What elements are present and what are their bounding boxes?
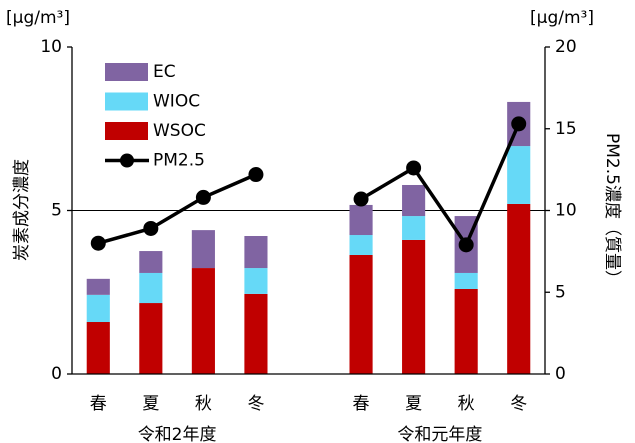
line-point: [353, 191, 369, 207]
x-tick-label: 夏: [405, 394, 422, 414]
y2-tick-label: 10: [555, 201, 577, 221]
y-tick-label: 10: [40, 37, 62, 57]
bar-segment: [402, 184, 426, 217]
bar-segment: [191, 230, 215, 269]
x-tick-label: 春: [353, 394, 370, 414]
line: [97, 123, 521, 249]
bar-segment: [402, 239, 426, 374]
x-tick-label: 秋: [458, 394, 475, 414]
bar-segment: [349, 254, 373, 374]
bar-segment: [454, 272, 478, 289]
y2-unit: [μg/m³]: [530, 8, 594, 28]
bar-segment: [454, 288, 478, 374]
bar-segment: [349, 204, 373, 236]
bar-segment: [349, 235, 373, 255]
legend-marker: [120, 153, 134, 168]
legend-swatch: [105, 122, 148, 140]
bar-segment: [191, 268, 215, 374]
bar-segment: [244, 236, 268, 269]
group-label: 令和元年度: [397, 425, 482, 443]
legend-label: WIOC: [153, 92, 200, 112]
x-tick-label: 春: [90, 394, 107, 414]
x-tick-label: 冬: [510, 394, 527, 414]
line-point: [195, 189, 211, 205]
bar-segment: [86, 294, 110, 323]
bar-segment: [507, 203, 531, 374]
bar-segment: [139, 251, 163, 273]
legend-label: EC: [153, 62, 176, 82]
y-tick-label: 0: [51, 364, 62, 384]
x-tick-label: 冬: [247, 394, 264, 414]
legend-swatch: [105, 92, 148, 111]
x-tick-label: 秋: [195, 394, 212, 414]
y2-tick-label: 5: [555, 282, 566, 302]
y2-tick-label: 0: [555, 364, 566, 384]
bar-segment: [139, 272, 163, 304]
bar-segment: [86, 278, 110, 295]
bar-segment: [244, 293, 268, 374]
line-point: [90, 235, 106, 251]
bar-segment: [86, 322, 110, 374]
bar-segment: [402, 216, 426, 240]
line-point: [511, 116, 527, 132]
line-point: [143, 220, 159, 236]
group-label: 令和2年度: [138, 425, 217, 443]
y-tick-label: 5: [51, 201, 62, 221]
bar-segment: [507, 146, 531, 204]
y2-axis-label: PM2.5濃度（質量）: [602, 133, 622, 287]
legend-label: WSOC: [153, 121, 206, 141]
y-unit: [μg/m³]: [6, 8, 70, 28]
x-tick-label: 夏: [142, 394, 159, 414]
y-axis-label: 炭素成分濃度: [12, 159, 32, 261]
bar-segment: [244, 268, 268, 294]
y2-tick-label: 15: [555, 119, 577, 139]
line-point: [458, 237, 474, 253]
y2-tick-label: 20: [555, 37, 577, 57]
line-point: [406, 160, 422, 176]
line-point: [248, 167, 264, 183]
legend-label: PM2.5: [153, 151, 205, 171]
legend-swatch: [105, 63, 148, 81]
bar-segment: [139, 303, 163, 374]
